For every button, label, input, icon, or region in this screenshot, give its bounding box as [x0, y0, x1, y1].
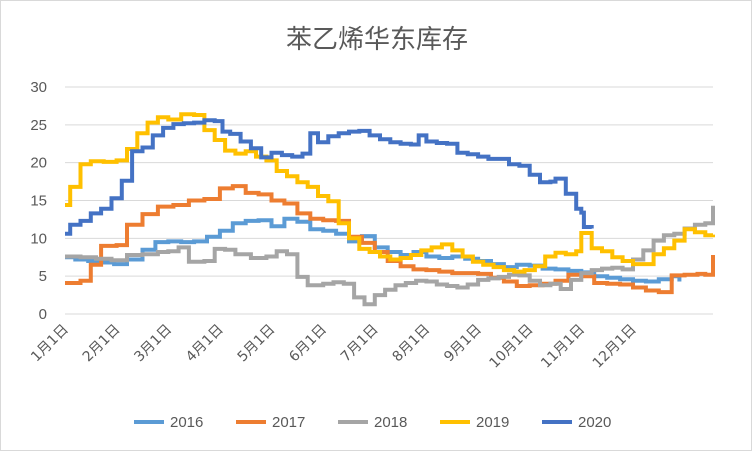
- legend-label: 2016: [170, 414, 203, 431]
- series-line-2017: [65, 184, 715, 295]
- legend-item-2018: 2018: [338, 414, 407, 431]
- gridlines: [65, 86, 713, 315]
- x-tick: 1月1日: [28, 322, 72, 366]
- x-tick-label: 4月1日: [183, 322, 227, 366]
- y-tick-label: 20: [30, 155, 47, 172]
- legend-label: 2019: [476, 414, 509, 431]
- legend-item-2016: 2016: [134, 414, 203, 431]
- series-lines: [65, 112, 715, 307]
- x-tick: 6月1日: [286, 322, 330, 366]
- x-tick-label: 12月1日: [590, 322, 640, 372]
- y-tick-label: 15: [30, 193, 47, 210]
- series-line-2019: [65, 112, 715, 274]
- x-tick-label: 10月1日: [487, 322, 537, 372]
- legend-label: 2017: [272, 414, 305, 431]
- x-tick: 5月1日: [235, 322, 279, 366]
- x-tick-label: 1月1日: [28, 322, 72, 366]
- x-tick: 10月1日: [487, 322, 537, 372]
- x-tick-label: 9月1日: [441, 322, 485, 366]
- x-tick: 8月1日: [390, 322, 434, 366]
- legend-item-2019: 2019: [440, 414, 509, 431]
- legend-label: 2018: [374, 414, 407, 431]
- x-tick-label: 11月1日: [538, 322, 588, 372]
- y-axis-ticks: 0 5 10 15 20 25 30: [30, 79, 47, 323]
- x-tick-label: 6月1日: [286, 322, 330, 366]
- y-tick-label: 0: [39, 306, 47, 323]
- x-tick: 11月1日: [538, 322, 588, 372]
- x-tick-label: 2月1日: [80, 322, 124, 366]
- series-line-2018: [65, 205, 715, 307]
- x-tick: 12月1日: [590, 322, 640, 372]
- x-tick: 7月1日: [338, 322, 382, 366]
- legend-item-2020: 2020: [542, 414, 611, 431]
- x-axis-ticks: 1月1日 2月1日 3月1日 4月1日 5月1日 6月1日 7月1日 8月1日 9月1日 10月1…: [28, 322, 640, 372]
- x-tick: 9月1日: [441, 322, 485, 366]
- legend: 2016 2017 2018 2019 2020: [134, 414, 611, 431]
- y-tick-label: 5: [39, 268, 47, 285]
- legend-item-2017: 2017: [236, 414, 305, 431]
- x-tick: 2月1日: [80, 322, 124, 366]
- x-tick-label: 7月1日: [338, 322, 382, 366]
- x-tick-label: 8月1日: [390, 322, 434, 366]
- x-tick: 4月1日: [183, 322, 227, 366]
- chart-title: 苯乙烯华东库存: [286, 25, 468, 55]
- series-line-2020: [65, 118, 594, 236]
- legend-label: 2020: [578, 414, 611, 431]
- y-tick-label: 25: [30, 117, 47, 134]
- y-tick-label: 10: [30, 230, 47, 247]
- x-tick: 3月1日: [131, 322, 175, 366]
- y-tick-label: 30: [30, 79, 47, 96]
- x-tick-label: 5月1日: [235, 322, 279, 366]
- x-tick-label: 3月1日: [131, 322, 175, 366]
